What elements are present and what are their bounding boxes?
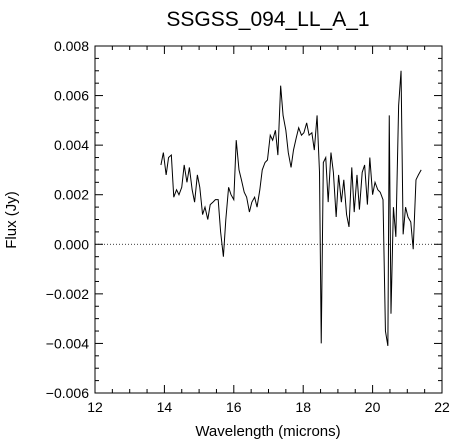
x-tick-label: 18 bbox=[295, 399, 311, 415]
x-axis-ticks: 12 14 16 18 20 22 bbox=[87, 46, 450, 415]
flux-series-line bbox=[160, 70, 422, 346]
y-axis-ticks: −0.006 −0.004 −0.002 0.000 0.002 0.004 0.006 0.… bbox=[46, 38, 442, 401]
y-tick-label: 0.008 bbox=[54, 38, 89, 54]
y-tick-label: −0.006 bbox=[46, 385, 89, 401]
y-tick-label: 0.002 bbox=[54, 187, 89, 203]
y-tick-label: −0.004 bbox=[46, 335, 89, 351]
x-axis-label: Wavelength (microns) bbox=[195, 423, 340, 440]
x-tick-label: 16 bbox=[226, 399, 242, 415]
x-tick-label: 12 bbox=[87, 399, 103, 415]
x-tick-label: 14 bbox=[157, 399, 173, 415]
y-axis-label: Flux (Jy) bbox=[3, 191, 20, 249]
chart-title: SSGSS_094_LL_A_1 bbox=[166, 8, 369, 31]
y-tick-label: 0.004 bbox=[54, 137, 89, 153]
x-tick-label: 22 bbox=[434, 399, 450, 415]
y-tick-label: 0.006 bbox=[54, 88, 89, 104]
y-tick-label: 0.000 bbox=[54, 236, 89, 252]
series-group bbox=[160, 70, 422, 346]
y-tick-label: −0.002 bbox=[46, 286, 89, 302]
x-tick-label: 20 bbox=[365, 399, 381, 415]
